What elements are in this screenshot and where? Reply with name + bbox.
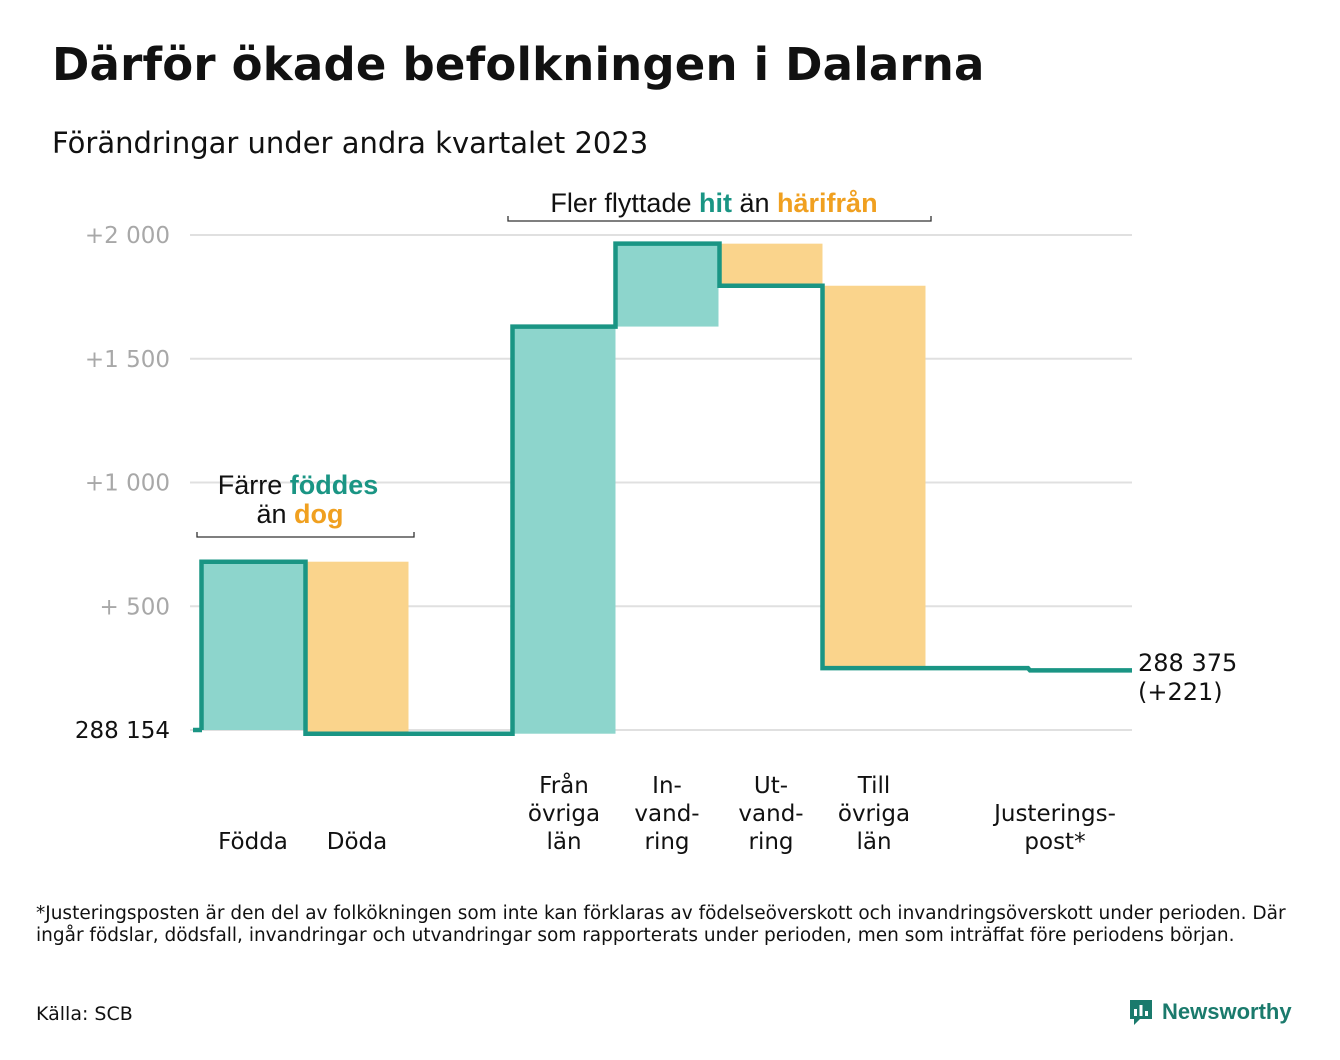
x-label-6: län <box>856 829 891 855</box>
end-change-label: (+221) <box>1138 678 1223 706</box>
source-text: Källa: SCB <box>36 1003 133 1025</box>
x-label-3: övriga <box>528 801 600 827</box>
running-total-line <box>193 241 1132 736</box>
end-label: 288 375 (+221) <box>1138 649 1237 706</box>
bar-4 <box>615 243 719 327</box>
bar-3 <box>512 326 616 734</box>
y-axis-ticks: +2 000 +1 500 +1 000 + 500 288 154 <box>75 223 170 744</box>
x-label-4: vand- <box>634 801 699 827</box>
annotation-natural-bracket <box>196 532 415 538</box>
x-label-6: Till <box>857 773 891 799</box>
x-label-7: post* <box>1024 829 1085 855</box>
annotation-migration-text: Fler flyttade hit än härifrån <box>550 188 877 218</box>
x-axis-labels: Födda DödaFrånövrigalänIn-vand-ringUt-van… <box>218 771 1116 855</box>
chart-subtitle: Förändringar under andra kvartalet 2023 <box>52 126 649 160</box>
y-tick-label: +1 000 <box>85 471 170 497</box>
waterfall-chart: +2 000 +1 500 +1 000 + 500 288 154 Födda Döda… <box>75 188 1237 855</box>
x-label-2: Döda <box>327 829 387 855</box>
x-label-4: ring <box>644 829 689 855</box>
chart-logo-icon <box>1130 1000 1152 1025</box>
footnote: *Justeringsposten är den del av folkökni… <box>36 903 1286 946</box>
bar-1 <box>201 561 305 730</box>
x-label-5: vand- <box>738 801 803 827</box>
brand-name: Newsworthy <box>1162 999 1292 1024</box>
baseline-label: 288 154 <box>75 718 170 744</box>
step-line <box>193 241 1132 736</box>
y-tick-label: + 500 <box>100 594 170 620</box>
y-tick-label: +1 500 <box>85 347 170 373</box>
chart-title: Därför ökade befolkningen i Dalarna <box>52 38 985 91</box>
bar-5 <box>719 243 823 286</box>
end-value-label: 288 375 <box>1138 649 1237 677</box>
bar-6 <box>822 285 926 669</box>
x-label-1: Födda <box>218 829 288 855</box>
x-label-5: Ut- <box>754 773 788 799</box>
x-label-4: In- <box>652 773 682 799</box>
x-label-3: län <box>546 829 581 855</box>
bar-2 <box>305 561 409 734</box>
brand-logo: Newsworthy <box>1128 998 1292 1026</box>
annotation-natural-line2: än dog <box>256 499 343 529</box>
annotation-migration: Fler flyttade hit än härifrån <box>507 188 932 222</box>
x-label-6: övriga <box>838 801 910 827</box>
x-label-3: Från <box>539 771 589 799</box>
x-label-5: ring <box>748 829 793 855</box>
bars <box>201 243 926 734</box>
y-tick-label: +2 000 <box>85 223 170 249</box>
x-label-7: Justerings- <box>992 801 1116 827</box>
annotation-natural: Färre föddes än dog <box>196 470 415 538</box>
annotation-migration-bracket <box>507 216 932 222</box>
annotation-natural-line1: Färre föddes <box>218 470 379 500</box>
